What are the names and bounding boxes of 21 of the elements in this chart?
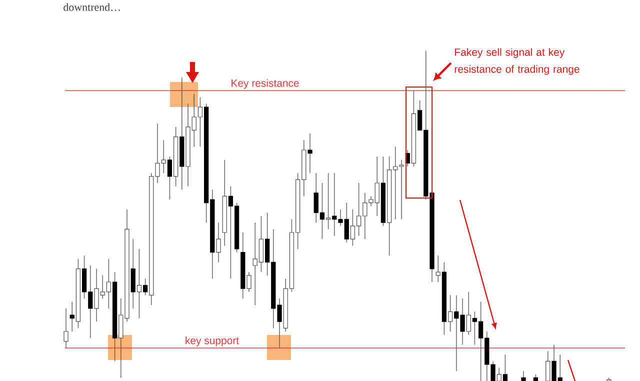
- candlestick: [216, 222, 221, 263]
- text: downtrend…: [64, 3, 120, 11]
- candlestick: [136, 248, 142, 319]
- candlestick: [142, 278, 148, 296]
- candlestick: [64, 308, 68, 348]
- candlestick: [466, 292, 471, 336]
- candlestick: [502, 354, 508, 381]
- candlestick: [326, 172, 331, 230]
- ref-line-label: key support: [186, 336, 239, 346]
- candlestick: [308, 133, 312, 174]
- annotation: Fakey sell signal at key resistance of trading range: [454, 48, 580, 75]
- candlestick: [70, 301, 74, 332]
- candlestick: [606, 377, 612, 381]
- candlestick: [448, 294, 453, 332]
- ref-line-label: Key resistance: [232, 79, 299, 89]
- candlestick: [167, 156, 172, 200]
- candlestick: [521, 370, 526, 381]
- candlestick: [546, 350, 550, 381]
- candlestick: [246, 272, 252, 292]
- candlestick: [130, 238, 136, 309]
- candlestick: [496, 367, 502, 381]
